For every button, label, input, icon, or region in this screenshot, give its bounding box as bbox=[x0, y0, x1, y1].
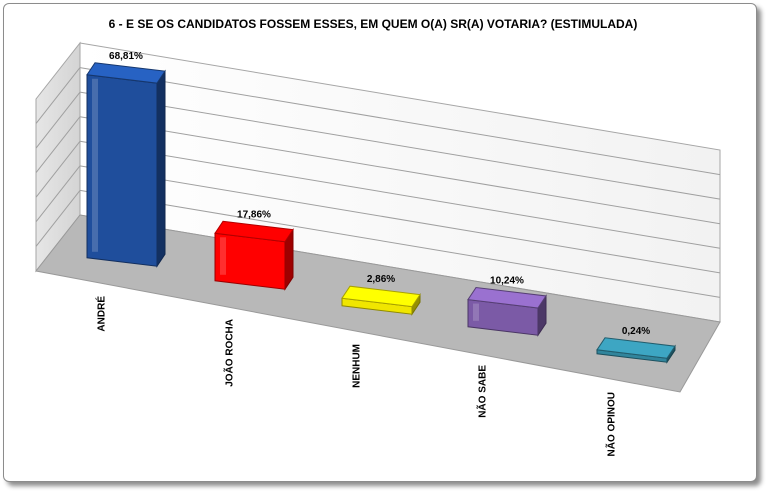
data-label: 2,86% bbox=[367, 274, 395, 285]
gridline bbox=[79, 67, 721, 176]
gridline bbox=[79, 165, 721, 274]
category-labels: ANDRÉ JOÃO ROCHA NENHUM NÃO SABE NÃO OPINOU bbox=[95, 296, 618, 457]
bar-highlight bbox=[473, 303, 479, 321]
gridline-side bbox=[35, 140, 81, 198]
gridline-side bbox=[35, 190, 81, 247]
category-label: ANDRÉ bbox=[95, 296, 108, 332]
bar-top bbox=[86, 62, 166, 84]
category-label: NÃO SABE bbox=[476, 365, 489, 418]
gridline bbox=[79, 189, 721, 298]
bar bbox=[467, 287, 547, 337]
bar bbox=[341, 285, 421, 316]
bar bbox=[214, 220, 294, 291]
gridline bbox=[79, 140, 721, 249]
gridline-side bbox=[35, 91, 81, 149]
category-label: NÃO OPINOU bbox=[605, 392, 618, 456]
bar-top bbox=[596, 337, 676, 359]
gridline-side bbox=[35, 116, 81, 174]
data-labels: 68,81% 17,86% 2,86% 10,24% 0,24% bbox=[109, 51, 650, 337]
bar bbox=[86, 62, 166, 268]
gridline bbox=[79, 116, 721, 225]
bar-highlight bbox=[92, 78, 98, 252]
chart-title: 6 - E SE OS CANDIDATOS FOSSEM ESSES, EM … bbox=[109, 17, 638, 31]
category-label: JOÃO ROCHA bbox=[223, 319, 236, 387]
data-label: 68,81% bbox=[109, 51, 143, 62]
bar-side bbox=[156, 69, 166, 268]
bar-highlight bbox=[220, 237, 226, 275]
bar-top bbox=[467, 287, 547, 309]
gridline-side bbox=[35, 165, 81, 223]
bar-top bbox=[341, 285, 421, 308]
bar bbox=[596, 337, 676, 364]
gridlines bbox=[35, 67, 721, 298]
gridline bbox=[79, 91, 721, 200]
bar-top bbox=[214, 220, 294, 243]
gridline-side bbox=[35, 67, 81, 124]
data-label: 10,24% bbox=[490, 276, 524, 287]
category-label: NENHUM bbox=[352, 344, 363, 388]
bars bbox=[86, 62, 676, 364]
data-label: 17,86% bbox=[237, 209, 271, 220]
data-label: 0,24% bbox=[622, 326, 650, 337]
